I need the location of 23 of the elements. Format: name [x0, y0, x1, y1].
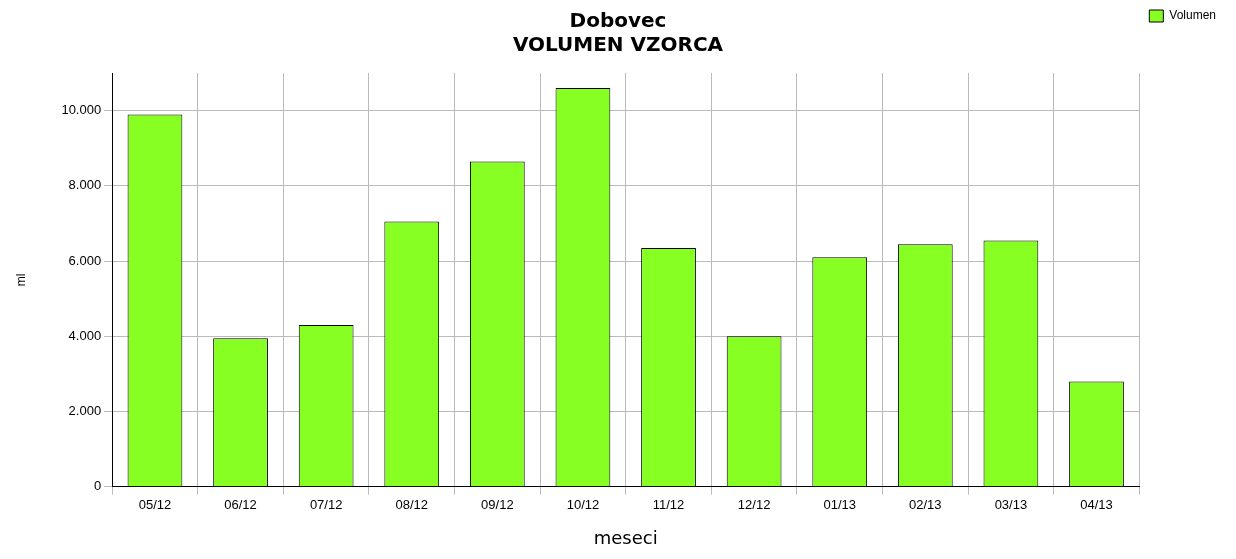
y-tick-label: 4.000 — [68, 327, 102, 343]
x-tick-label: 09/12 — [481, 497, 514, 513]
x-tick-label: 10/12 — [566, 497, 600, 513]
legend-label: Volumen — [1169, 8, 1216, 23]
x-axis-title: meseci — [593, 526, 658, 548]
y-tick-label: 6.000 — [68, 252, 102, 268]
x-tick-label: 05/12 — [138, 497, 172, 513]
y-axis-title: ml — [13, 273, 28, 287]
x-tick-label: 08/12 — [395, 497, 429, 513]
x-tick-label: 01/13 — [823, 497, 856, 513]
y-tick-label: 0 — [93, 478, 102, 494]
y-tick-label: 2.000 — [68, 403, 102, 419]
x-tick-label: 12/12 — [737, 497, 771, 513]
x-tick-label: 06/12 — [224, 497, 257, 513]
y-tick-label: 8.000 — [68, 177, 102, 193]
x-tick-label: 03/13 — [994, 497, 1028, 513]
chart-title: Dobovec — [569, 8, 667, 33]
x-tick-label: 04/13 — [1080, 497, 1113, 513]
x-tick-label: 02/13 — [909, 497, 942, 513]
x-tick-label: 11/12 — [652, 497, 685, 513]
chart-subtitle: VOLUMEN VZORCA — [512, 32, 724, 57]
y-tick-label: 10.000 — [61, 102, 102, 118]
x-tick-label: 07/12 — [309, 497, 343, 513]
